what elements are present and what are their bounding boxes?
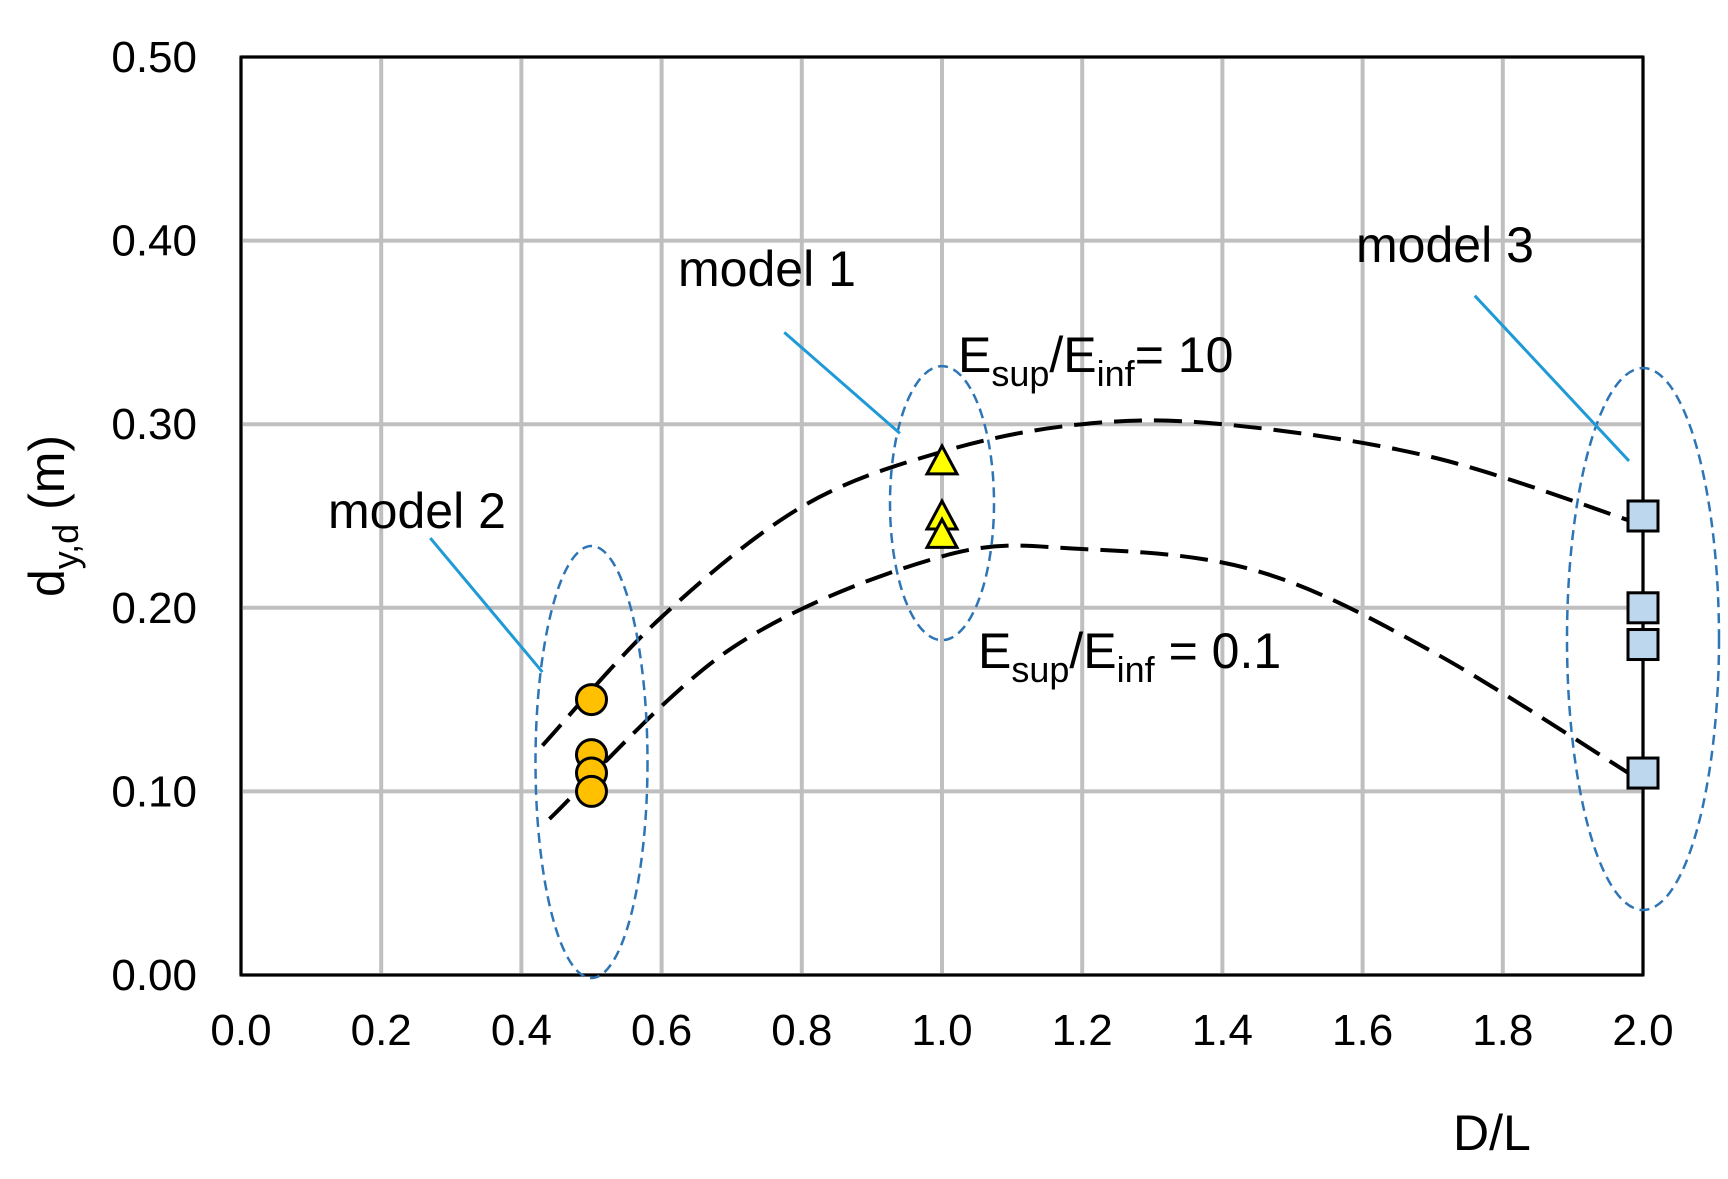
annotation-model-2: model 2 [328,483,506,539]
trend-line-upper [540,418,1644,747]
leader-line-model-3 [1473,294,1631,462]
annotation-model-1: model 1 [678,241,856,297]
leader-line-model-2 [429,537,544,674]
ellipse-model-1 [888,364,996,642]
y-tick-label: 0.20 [111,584,197,633]
annotation-model-3: model 3 [1356,217,1534,273]
leader-line-model-1 [783,331,901,435]
x-tick-label: 1.0 [911,1006,972,1055]
x-tick-label: 2.0 [1612,1006,1673,1055]
y-tick-label: 0.50 [111,33,197,82]
x-tick-label: 0.6 [631,1006,692,1055]
y-tick-label: 0.40 [111,217,197,266]
x-tick-label: 0.2 [351,1006,412,1055]
x-tick-label: 1.4 [1192,1006,1253,1055]
marker-model-2 [575,683,608,717]
marker-model-1 [924,442,960,476]
marker-model-3 [1626,628,1660,662]
group-ellipses [534,364,1721,980]
x-tick-label: 0.0 [210,1006,271,1055]
marker-model-3 [1626,591,1660,625]
y-tick-labels: 0.00 0.10 0.20 0.30 0.40 0.50 [111,33,197,1000]
x-axis-label: D/L [1453,1105,1531,1161]
y-tick-label: 0.10 [111,767,197,816]
y-tick-label: 0.00 [111,951,197,1000]
data-markers [575,442,1660,808]
x-tick-label: 0.8 [771,1006,832,1055]
ellipse-model-2 [534,544,649,980]
x-tick-label: 1.6 [1332,1006,1393,1055]
x-tick-labels: 0.0 0.2 0.4 0.6 0.8 1.0 1.2 1.4 1.6 1.8 2.0 [210,1006,1673,1055]
trend-lines [540,418,1645,821]
marker-model-2 [575,774,608,808]
marker-model-3 [1626,756,1660,790]
ellipse-model-3 [1565,366,1721,912]
trend-line-lower [548,543,1645,821]
trend-label-lower: Esup/Einf = 0.1 [978,623,1281,690]
x-tick-label: 0.4 [491,1006,552,1055]
x-tick-label: 1.2 [1052,1006,1113,1055]
y-axis-label: dy,d (m) [19,435,86,597]
y-tick-label: 0.30 [111,400,197,449]
trend-label-upper: Esup/Einf= 10 [958,327,1233,394]
x-tick-label: 1.8 [1472,1006,1533,1055]
marker-model-1 [924,516,960,549]
marker-model-3 [1626,499,1660,533]
leader-lines [429,294,1631,674]
